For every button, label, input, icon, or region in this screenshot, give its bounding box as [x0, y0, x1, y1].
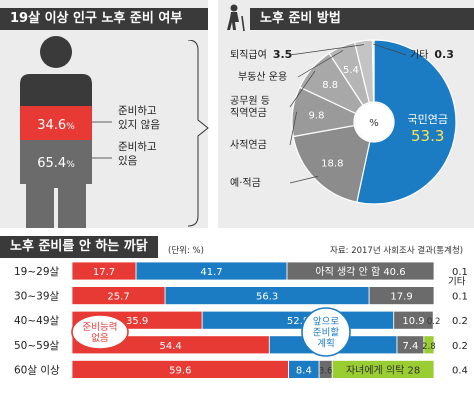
- bar-segment: [432, 310, 435, 330]
- value-prepared: 65.4%: [37, 156, 75, 171]
- bar-segment: [368, 286, 435, 306]
- pie-value: 8.8: [322, 80, 338, 91]
- bar-not-prepared: [20, 106, 92, 140]
- callout-text: 앞으로 준비할 계획: [313, 316, 339, 350]
- pie-value: 5.4: [343, 65, 359, 76]
- panel-reasons-title: 노후 준비를 안 하는 까닭: [0, 236, 158, 258]
- pie-slice: [356, 39, 457, 205]
- elderly-icon: [227, 4, 245, 32]
- bracket-connector: [187, 40, 209, 227]
- other-header: 기타: [448, 277, 466, 288]
- bar-value: 54.4: [160, 341, 182, 352]
- bar-value: 3.6: [319, 366, 333, 376]
- callout-text: 준비능력 없음: [83, 321, 118, 344]
- bar-segment: [331, 360, 435, 379]
- row-label: 50~59살: [14, 340, 60, 352]
- other-value: 0.2: [452, 316, 468, 327]
- pie-label: 사적연금: [230, 139, 267, 151]
- panel-methods-title: 노후 준비 방법: [250, 8, 474, 30]
- unit-label: (단위: %): [168, 246, 204, 256]
- bar-value: 25.7: [107, 292, 129, 303]
- bar-value: 10.9: [402, 316, 424, 327]
- pie-label: 국민연금: [407, 113, 447, 126]
- pie-label: 기타 0.3: [410, 48, 454, 61]
- figure-head: [40, 36, 72, 68]
- figure-leg-gap: [54, 188, 58, 228]
- bar-value: 17.9: [390, 292, 412, 303]
- other-value: 0.4: [452, 365, 468, 376]
- row-label: 60살 이상: [14, 364, 60, 376]
- row-label: 30~39살: [14, 291, 60, 303]
- bar-value: 아직 생각 안 함 40.6: [315, 266, 405, 278]
- label-not-prepared: 준비하고 있지 않음: [118, 105, 160, 131]
- panel-readiness-title: 19살 이상 인구 노후 준비 여부: [0, 8, 208, 30]
- pie-slice: [292, 124, 371, 203]
- pie-center-label: %: [369, 118, 379, 129]
- callout-bubble: [301, 307, 351, 357]
- pie-label: 부동산 운용: [238, 71, 287, 83]
- other-value: 0.1: [452, 267, 468, 278]
- pie-slice: [371, 39, 375, 103]
- bar-value: 56.3: [256, 292, 278, 303]
- bar-value: 2.8: [422, 342, 436, 352]
- bar-value: 59.6: [169, 365, 191, 376]
- bar-segment: [423, 335, 435, 355]
- pie-label: 퇴직급여 3.5: [230, 48, 292, 61]
- bar-value: 17.7: [93, 267, 115, 278]
- pie-label: 예·적금: [230, 177, 261, 189]
- pie-value: 9.8: [309, 110, 325, 121]
- bar-value: 52.8: [287, 316, 309, 327]
- pie-value: 18.8: [321, 158, 343, 169]
- figure-torso-top: [20, 74, 92, 106]
- bar-segment: [286, 261, 435, 281]
- bar-value: 자녀에게 의탁 28: [346, 364, 420, 376]
- callout-bubble: [71, 314, 129, 350]
- bar-prepared: [20, 140, 92, 184]
- bar-value: 8.4: [296, 365, 312, 376]
- other-value: 0.2: [452, 341, 468, 352]
- label-prepared: 준비하고 있음: [118, 141, 157, 167]
- row-label: 19~29살: [14, 266, 60, 278]
- bar-value: 7.4: [402, 341, 418, 352]
- stacked-bar-chart: 기타 19~29살 17.7 41.7 아직 생각 안 함 40.6 0.1 30~39살 2…: [14, 261, 468, 379]
- pie-value: 53.3: [411, 127, 444, 145]
- bar-value: 41.7: [200, 267, 222, 278]
- row-label: 40~49살: [14, 315, 60, 327]
- pie-label: 공무원 등 직역연금: [230, 95, 270, 119]
- readiness-figure: 34.6% 65.4%: [20, 36, 112, 228]
- other-value: 0.1: [452, 292, 468, 303]
- bar-value: 35.9: [126, 316, 148, 327]
- source-label: 자료: 2017년 사회조사 결과(통계청): [330, 246, 464, 256]
- value-not-prepared: 34.6%: [37, 118, 75, 133]
- bar-value: 0.2: [427, 317, 441, 327]
